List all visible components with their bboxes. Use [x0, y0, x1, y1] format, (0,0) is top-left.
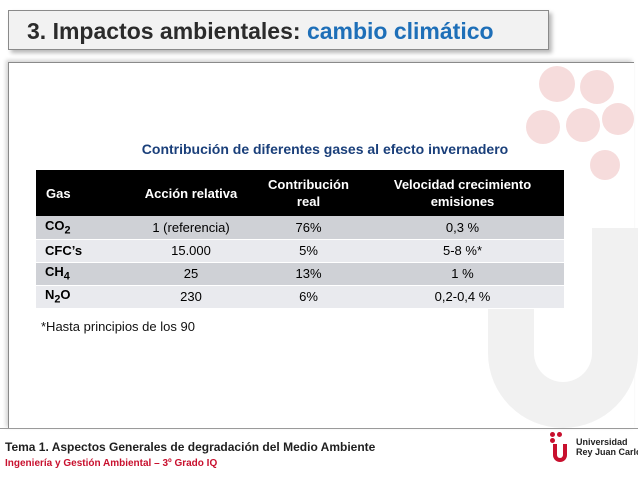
header-contribucion-line1: Contribución: [268, 177, 349, 192]
header-contribucion: Contribución real: [256, 170, 361, 216]
table-row: CFC’s 15.000 5% 5-8 %*: [36, 239, 564, 263]
gas-subscript: 4: [63, 270, 70, 283]
table-row: CH4 25 13% 1 %: [36, 262, 564, 286]
cell-accion: 25: [126, 262, 256, 286]
header-contribucion-line2: real: [296, 194, 321, 209]
university-logo: Universidad Rey Juan Carlos: [536, 424, 638, 476]
cell-velocidad: 1 %: [361, 262, 564, 286]
cell-contribucion: 5%: [256, 239, 361, 263]
slide-title: 3. Impactos ambientales: cambio climátic…: [8, 10, 549, 50]
table-row: CO2 1 (referencia) 76% 0,3 %: [36, 216, 564, 240]
table-row: N2O 230 6% 0,2-0,4 %: [36, 285, 564, 309]
gas-symbol: CH: [45, 264, 64, 280]
footer-divider: [0, 428, 638, 429]
logo-line1: Universidad: [576, 437, 628, 447]
gas-symbol: CO: [45, 217, 65, 233]
gas-suffix: O: [60, 287, 71, 303]
cell-velocidad: 0,3 %: [361, 216, 564, 240]
footer-subtitle: Ingeniería y Gestión Ambiental – 3º Grad…: [5, 458, 218, 469]
footer-title: Tema 1. Aspectos Generales de degradació…: [5, 440, 376, 454]
logo-text: Universidad Rey Juan Carlos: [576, 437, 638, 457]
content-frame: [8, 62, 634, 429]
table-footnote: *Hasta principios de los 90: [41, 319, 195, 334]
gases-table: Gas Acción relativa Contribución real Ve…: [36, 170, 564, 309]
table-header-row: Gas Acción relativa Contribución real Ve…: [36, 170, 564, 216]
cell-velocidad: 0,2-0,4 %: [361, 285, 564, 309]
header-velocidad: Velocidad crecimiento emisiones: [361, 170, 564, 216]
table-caption: Contribución de diferentes gases al efec…: [141, 141, 509, 157]
header-velocidad-line2: emisiones: [430, 194, 495, 209]
cell-accion: 15.000: [126, 239, 256, 263]
cell-contribucion: 76%: [256, 216, 361, 240]
gas-subscript: 2: [54, 293, 61, 306]
header-gas: Gas: [36, 170, 126, 216]
cell-gas: CH4: [36, 262, 126, 286]
urjc-logo-icon: [550, 432, 570, 466]
cell-contribucion: 13%: [256, 262, 361, 286]
gas-subscript: 2: [64, 224, 71, 237]
cell-gas: CO2: [36, 216, 126, 240]
header-velocidad-line1: Velocidad crecimiento: [393, 177, 532, 192]
cell-velocidad: 5-8 %*: [361, 239, 564, 263]
cell-gas: N2O: [36, 285, 126, 309]
header-accion: Acción relativa: [126, 170, 256, 216]
title-main: 3. Impactos ambientales:: [27, 18, 307, 44]
gas-symbol: N: [45, 287, 55, 303]
logo-line2: Rey Juan Carlos: [576, 447, 638, 457]
title-accent: cambio climático: [306, 18, 494, 44]
cell-accion: 1 (referencia): [126, 216, 256, 240]
cell-accion: 230: [126, 285, 256, 309]
cell-contribucion: 6%: [256, 285, 361, 309]
cell-gas: CFC’s: [36, 239, 126, 263]
